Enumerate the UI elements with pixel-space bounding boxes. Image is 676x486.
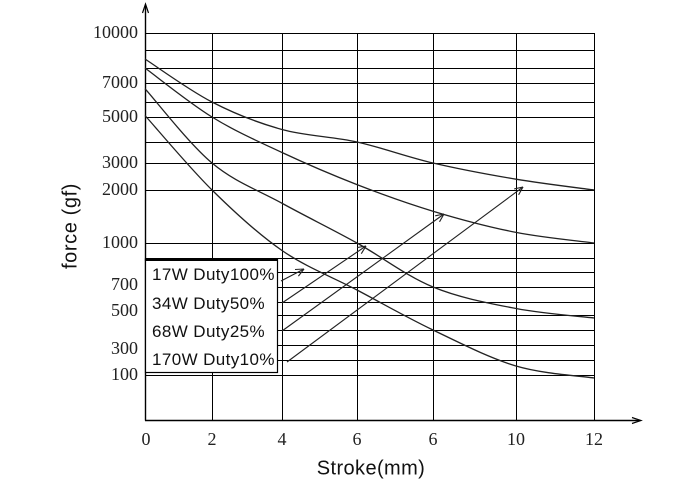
y-tick-label: 700 bbox=[111, 274, 138, 295]
legend-item: 170W Duty10% bbox=[152, 350, 275, 369]
y-tick-label: 5000 bbox=[102, 106, 138, 127]
y-tick-label: 300 bbox=[111, 338, 138, 359]
x-tick-label: 0 bbox=[141, 429, 151, 449]
legend-callout-arrow bbox=[280, 268, 305, 282]
series-curve bbox=[144, 58, 595, 191]
legend-item: 17W Duty100% bbox=[152, 265, 275, 284]
legend-callout-arrow bbox=[286, 186, 524, 363]
y-tick-label: 7000 bbox=[102, 72, 138, 93]
x-tick-label: 2 bbox=[207, 429, 217, 449]
legend-item: 34W Duty50% bbox=[152, 294, 266, 313]
x-tick-label: 10 bbox=[507, 429, 525, 449]
x-axis-title: Stroke(mm) bbox=[316, 457, 426, 480]
series-curve bbox=[144, 115, 595, 379]
y-tick-label: 1000 bbox=[102, 232, 138, 253]
legend-item: 68W Duty25% bbox=[152, 322, 266, 341]
legend-callout-arrow bbox=[281, 213, 445, 332]
y-tick-label: 100 bbox=[111, 364, 138, 385]
series-curve bbox=[144, 67, 595, 244]
x-tick-label: 6 bbox=[428, 429, 438, 449]
y-tick-label: 3000 bbox=[102, 152, 138, 173]
x-tick-label: 4 bbox=[277, 429, 287, 449]
x-tick-label: 6 bbox=[352, 429, 362, 449]
y-tick-label: 500 bbox=[111, 300, 138, 321]
y-axis-title: force (gf) bbox=[59, 182, 82, 270]
legend-callout-arrow bbox=[281, 245, 367, 304]
x-tick-label: 12 bbox=[585, 429, 603, 449]
y-tick-label: 10000 bbox=[93, 22, 138, 43]
y-tick-label: 2000 bbox=[102, 179, 138, 200]
series-curve bbox=[144, 88, 595, 319]
